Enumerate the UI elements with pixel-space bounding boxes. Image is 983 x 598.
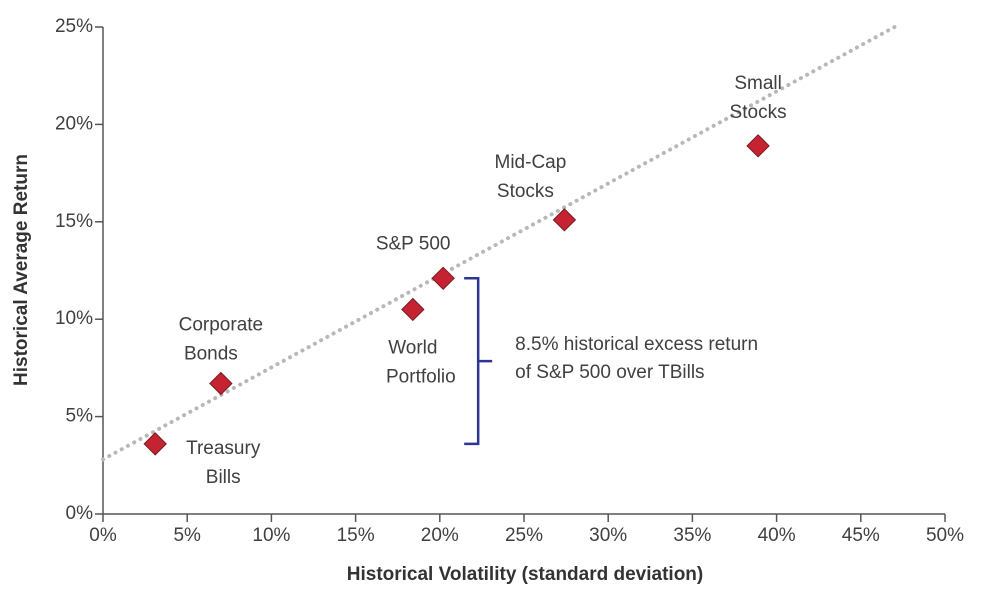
x-tick-label: 30% xyxy=(589,525,627,546)
data-point xyxy=(143,432,167,456)
point-label: Portfolio xyxy=(386,366,456,387)
annotation: 8.5% historical excess return xyxy=(515,334,758,355)
trend-line xyxy=(101,25,897,462)
y-tick-label: 10% xyxy=(55,308,93,329)
y-tick-label: 15% xyxy=(55,211,93,232)
y-tick-label: 0% xyxy=(66,503,94,524)
y-tick-label: 20% xyxy=(55,113,93,134)
x-tick-label: 0% xyxy=(89,525,117,546)
data-point xyxy=(209,371,233,396)
x-tick-label: 5% xyxy=(173,525,201,546)
x-tick-label: 15% xyxy=(337,525,375,546)
data-point xyxy=(431,266,455,290)
x-tick-label: 45% xyxy=(842,525,880,546)
x-tick-label: 40% xyxy=(758,525,796,546)
point-label: World xyxy=(388,337,437,358)
point-label: Stocks xyxy=(497,181,554,202)
point-label: Bonds xyxy=(184,343,238,364)
bracket xyxy=(464,277,493,446)
y-tick-label: 25% xyxy=(55,16,93,37)
point-label: Mid-Cap xyxy=(495,152,567,173)
data-point xyxy=(552,208,577,232)
point-label: S&P 500 xyxy=(376,233,451,254)
data-point xyxy=(401,297,425,322)
x-tick-label: 35% xyxy=(673,525,711,546)
x-tick-label: 10% xyxy=(252,525,290,546)
data-point xyxy=(746,134,770,158)
point-label: Bills xyxy=(206,467,241,488)
y-tick-label: 5% xyxy=(66,406,94,427)
point-label: Stocks xyxy=(730,102,787,123)
x-tick-label: 20% xyxy=(421,525,459,546)
x-tick-label: 25% xyxy=(505,525,543,546)
x-tick-label: 50% xyxy=(926,525,964,546)
annotation: of S&P 500 over TBills xyxy=(515,362,704,383)
y-axis-title: Historical Average Return xyxy=(11,154,32,386)
point-label: Small xyxy=(734,73,782,94)
point-label: Corporate xyxy=(179,314,264,335)
x-axis-title: Historical Volatility (standard deviatio… xyxy=(347,564,704,585)
point-label: Treasury xyxy=(186,438,261,459)
